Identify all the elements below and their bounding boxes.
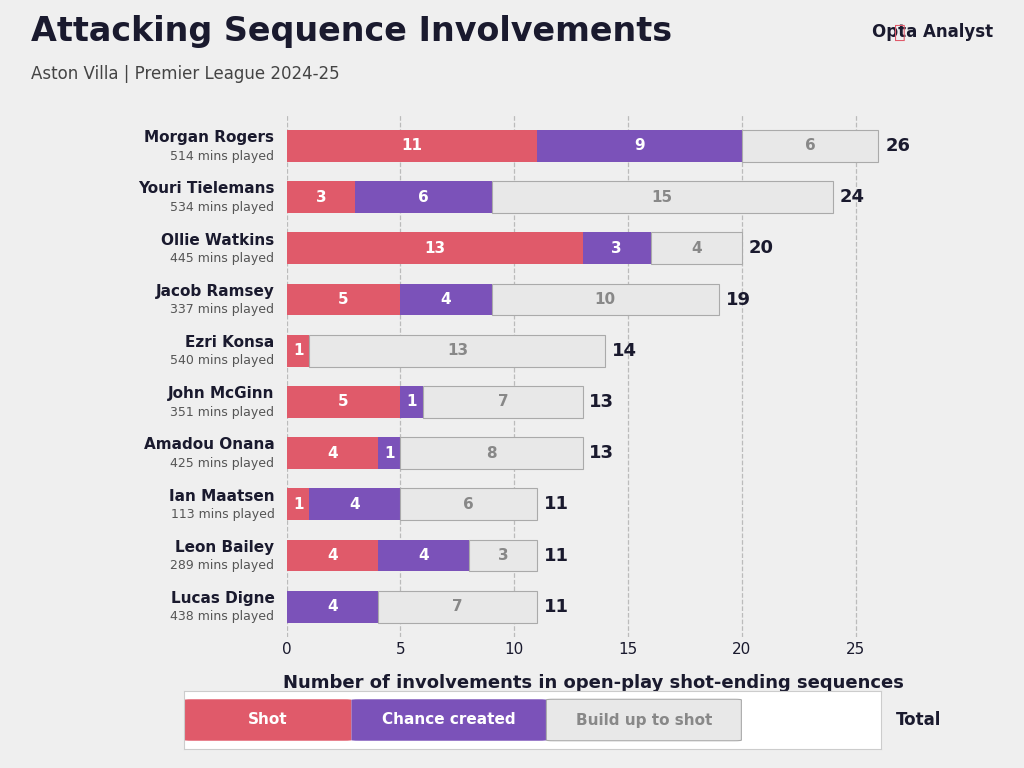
Text: 514 mins played: 514 mins played [170, 150, 274, 163]
Text: Shot: Shot [248, 713, 288, 727]
Text: Aston Villa | Premier League 2024-25: Aston Villa | Premier League 2024-25 [31, 65, 339, 83]
Bar [400, 437, 583, 469]
Text: Leon Bailey: Leon Bailey [175, 540, 274, 554]
Text: 1: 1 [407, 395, 417, 409]
Text: Ollie Watkins: Ollie Watkins [161, 233, 274, 247]
Text: 3: 3 [611, 241, 622, 256]
Text: Ezri Konsa: Ezri Konsa [185, 335, 274, 350]
Text: 3: 3 [315, 190, 327, 204]
Text: 1: 1 [384, 445, 394, 461]
Text: 337 mins played: 337 mins played [170, 303, 274, 316]
Text: 19: 19 [726, 290, 751, 309]
Text: 1: 1 [293, 343, 303, 358]
Text: 4: 4 [327, 445, 338, 461]
Text: 13: 13 [590, 393, 614, 411]
Bar [287, 591, 378, 623]
Text: 289 mins played: 289 mins played [170, 559, 274, 572]
Bar [378, 591, 537, 623]
Text: John McGinn: John McGinn [168, 386, 274, 401]
Bar [287, 130, 537, 162]
Text: 9: 9 [634, 138, 645, 154]
Text: 6: 6 [464, 497, 474, 511]
Bar [287, 386, 400, 418]
Text: 15: 15 [651, 190, 673, 204]
Text: ⬛: ⬛ [895, 23, 906, 42]
Text: 3: 3 [498, 548, 508, 563]
Bar [423, 386, 583, 418]
Text: 11: 11 [544, 547, 569, 564]
Bar [469, 540, 537, 571]
Text: Lucas Digne: Lucas Digne [171, 591, 274, 606]
Text: 4: 4 [418, 548, 429, 563]
Text: Chance created: Chance created [382, 713, 516, 727]
Text: 7: 7 [452, 599, 463, 614]
Text: Youri Tielemans: Youri Tielemans [138, 181, 274, 197]
Bar [287, 335, 309, 366]
X-axis label: Number of involvements in open-play shot-ending sequences: Number of involvements in open-play shot… [284, 674, 904, 692]
Text: Build up to shot: Build up to shot [575, 713, 712, 727]
Text: 4: 4 [327, 548, 338, 563]
Bar [583, 233, 651, 264]
Text: 1: 1 [293, 497, 303, 511]
Text: 438 mins played: 438 mins played [170, 611, 274, 624]
Text: 6: 6 [805, 138, 815, 154]
Bar [287, 488, 309, 520]
Bar [309, 335, 605, 366]
Bar [741, 130, 879, 162]
Bar [400, 386, 423, 418]
Bar [287, 181, 355, 213]
Text: 13: 13 [590, 444, 614, 462]
Bar [355, 181, 492, 213]
Text: 4: 4 [327, 599, 338, 614]
Text: 5: 5 [338, 395, 349, 409]
Bar [378, 437, 400, 469]
Text: Morgan Rogers: Morgan Rogers [144, 131, 274, 145]
Text: 11: 11 [544, 495, 569, 513]
Bar [287, 233, 583, 264]
Text: 351 mins played: 351 mins played [170, 406, 274, 419]
Text: 540 mins played: 540 mins played [170, 355, 274, 367]
Text: 8: 8 [486, 445, 497, 461]
Text: 11: 11 [544, 598, 569, 616]
Text: 14: 14 [612, 342, 637, 359]
Text: 13: 13 [424, 241, 445, 256]
Text: Amadou Onana: Amadou Onana [143, 438, 274, 452]
Text: Attacking Sequence Involvements: Attacking Sequence Involvements [31, 15, 672, 48]
Text: 4: 4 [349, 497, 360, 511]
Text: Ian Maatsen: Ian Maatsen [169, 488, 274, 504]
Text: 13: 13 [446, 343, 468, 358]
FancyBboxPatch shape [184, 699, 351, 740]
Text: 11: 11 [401, 138, 422, 154]
Text: 7: 7 [498, 395, 508, 409]
Bar [287, 540, 378, 571]
Text: 10: 10 [595, 292, 615, 307]
Text: 4: 4 [691, 241, 701, 256]
FancyBboxPatch shape [547, 699, 741, 740]
Text: 445 mins played: 445 mins played [170, 252, 274, 265]
Text: 425 mins played: 425 mins played [170, 457, 274, 470]
Bar [400, 283, 492, 316]
Text: Total: Total [896, 711, 941, 730]
Text: 24: 24 [840, 188, 864, 206]
Text: 534 mins played: 534 mins played [170, 201, 274, 214]
Text: Opta Analyst: Opta Analyst [872, 23, 993, 41]
Text: 6: 6 [418, 190, 429, 204]
Bar [309, 488, 400, 520]
Bar [287, 283, 400, 316]
Text: 4: 4 [440, 292, 452, 307]
FancyBboxPatch shape [351, 699, 547, 740]
Bar [378, 540, 469, 571]
Text: 26: 26 [885, 137, 910, 155]
Text: Jacob Ramsey: Jacob Ramsey [156, 284, 274, 299]
Bar [537, 130, 741, 162]
Bar [287, 437, 378, 469]
Text: 5: 5 [338, 292, 349, 307]
Bar [400, 488, 537, 520]
Text: 113 mins played: 113 mins played [171, 508, 274, 521]
Bar [492, 181, 833, 213]
Bar [651, 233, 741, 264]
Text: 20: 20 [749, 240, 774, 257]
Bar [492, 283, 719, 316]
